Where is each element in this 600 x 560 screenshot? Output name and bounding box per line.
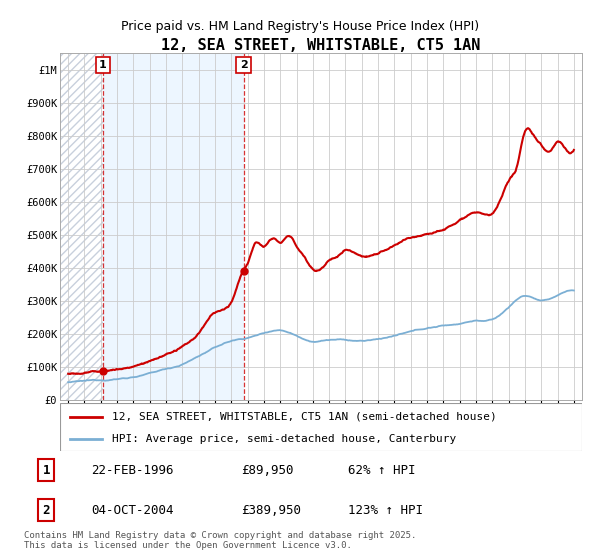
Title: 12, SEA STREET, WHITSTABLE, CT5 1AN: 12, SEA STREET, WHITSTABLE, CT5 1AN xyxy=(161,38,481,53)
Text: 1: 1 xyxy=(99,60,107,70)
Text: £89,950: £89,950 xyxy=(242,464,294,477)
Text: 22-FEB-1996: 22-FEB-1996 xyxy=(91,464,173,477)
Text: 12, SEA STREET, WHITSTABLE, CT5 1AN (semi-detached house): 12, SEA STREET, WHITSTABLE, CT5 1AN (sem… xyxy=(112,412,497,422)
Text: 1: 1 xyxy=(43,464,50,477)
Bar xyxy=(244,53,582,400)
Text: Price paid vs. HM Land Registry's House Price Index (HPI): Price paid vs. HM Land Registry's House … xyxy=(121,20,479,32)
Text: 2: 2 xyxy=(239,60,247,70)
FancyBboxPatch shape xyxy=(60,403,582,451)
Text: 123% ↑ HPI: 123% ↑ HPI xyxy=(347,504,422,517)
Text: 62% ↑ HPI: 62% ↑ HPI xyxy=(347,464,415,477)
Text: 2: 2 xyxy=(43,504,50,517)
Text: HPI: Average price, semi-detached house, Canterbury: HPI: Average price, semi-detached house,… xyxy=(112,434,457,444)
Text: £389,950: £389,950 xyxy=(242,504,302,517)
Bar xyxy=(60,53,103,400)
Text: Contains HM Land Registry data © Crown copyright and database right 2025.
This d: Contains HM Land Registry data © Crown c… xyxy=(24,531,416,550)
Bar xyxy=(103,53,244,400)
Text: 04-OCT-2004: 04-OCT-2004 xyxy=(91,504,173,517)
